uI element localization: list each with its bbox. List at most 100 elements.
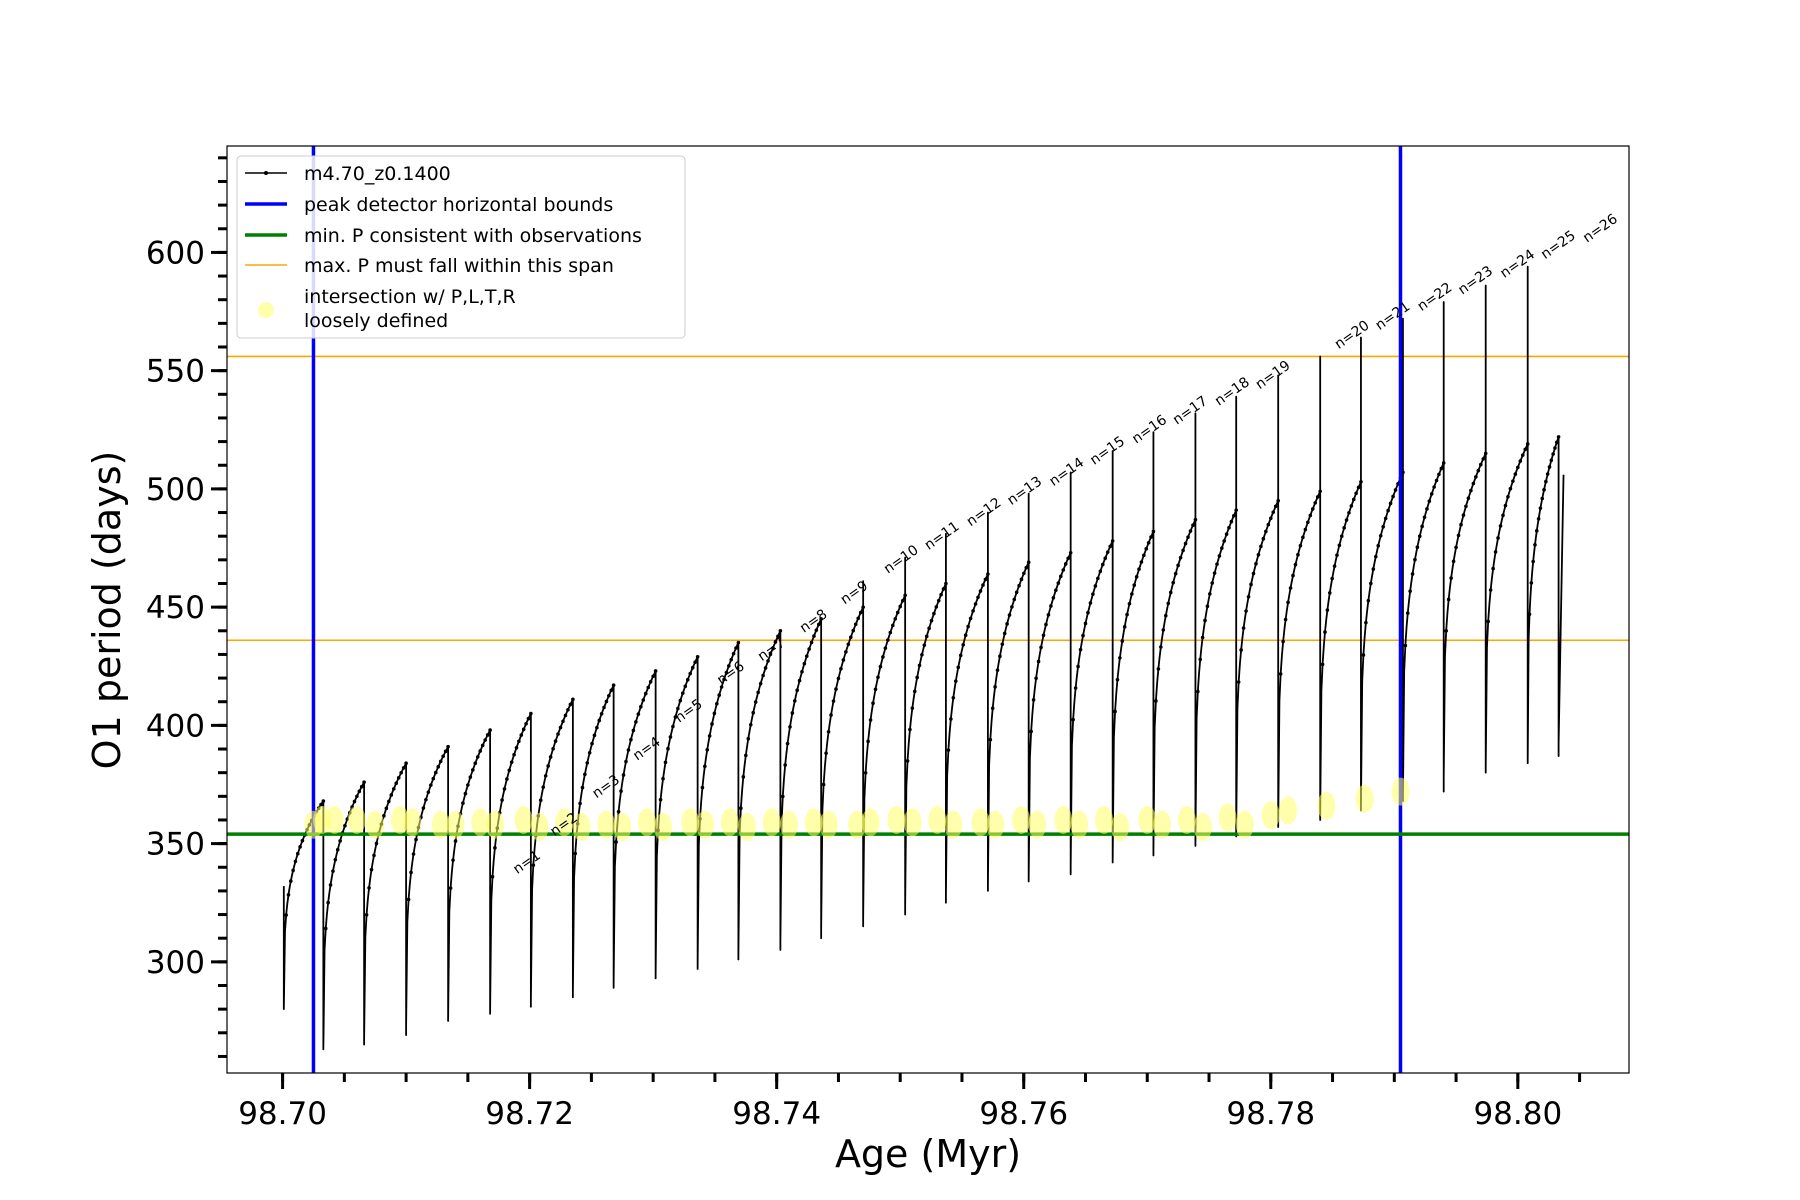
- intersection-point: [1355, 784, 1374, 813]
- plot-frame: [226, 145, 1630, 1074]
- series-point: [753, 700, 758, 704]
- series-point: [291, 868, 295, 873]
- series-point: [611, 683, 616, 687]
- series-point: [651, 674, 655, 679]
- series-point: [703, 764, 707, 769]
- x-axis-title: Age (Myr): [835, 1132, 1021, 1176]
- series-point: [920, 652, 924, 657]
- series-point: [1251, 571, 1256, 576]
- intersection-point: [720, 808, 739, 837]
- series-point: [626, 748, 631, 752]
- legend-label-min-p: min. P consistent with observations: [304, 225, 642, 247]
- series-point: [939, 592, 943, 597]
- series-point: [585, 761, 590, 765]
- series-point: [1022, 571, 1026, 576]
- series-point: [973, 602, 978, 606]
- intersection-point: [514, 805, 533, 834]
- series-point: [951, 695, 956, 700]
- series-point: [1171, 580, 1175, 585]
- series-point: [1415, 545, 1420, 550]
- intersection-point: [1054, 805, 1073, 834]
- series-point: [1301, 535, 1305, 540]
- series-point: [1264, 529, 1268, 534]
- series-point: [1391, 494, 1395, 499]
- series-point: [1122, 625, 1127, 629]
- series-point: [751, 710, 756, 715]
- series-point: [639, 705, 643, 709]
- series-point: [521, 727, 526, 732]
- x-tick-label: 98.70: [238, 1096, 327, 1132]
- series-point: [1410, 572, 1415, 576]
- series-point: [384, 806, 389, 811]
- series-point: [446, 744, 450, 749]
- series-point: [868, 718, 873, 722]
- series-point: [804, 654, 809, 658]
- series-point: [1469, 488, 1473, 493]
- series-point: [1551, 452, 1555, 456]
- series-point: [1103, 556, 1108, 560]
- series-point: [1383, 516, 1388, 521]
- series-point: [382, 814, 386, 818]
- series-point: [756, 690, 760, 695]
- series-point: [710, 722, 714, 726]
- series-point: [685, 677, 690, 682]
- series-point: [958, 653, 963, 658]
- intersection-point: [471, 808, 490, 837]
- intersection-point: [446, 810, 465, 839]
- series-point: [1303, 527, 1308, 532]
- series-point: [998, 654, 1002, 658]
- series-point: [839, 666, 843, 671]
- series-point: [1511, 479, 1515, 483]
- series-point: [783, 763, 787, 767]
- series-point: [761, 673, 765, 678]
- series-point: [776, 634, 780, 639]
- series-point: [949, 717, 953, 721]
- series-point: [1474, 475, 1478, 479]
- series-point: [1420, 524, 1424, 529]
- series-point: [729, 657, 733, 662]
- series-point: [1256, 552, 1261, 557]
- series-point: [1161, 628, 1166, 632]
- series-point: [1549, 458, 1554, 463]
- series-point: [1293, 562, 1298, 567]
- series-point: [1335, 553, 1339, 557]
- intersection-point: [486, 810, 505, 839]
- intersection-point: [654, 813, 673, 842]
- series-point: [1239, 648, 1243, 652]
- intersection-point: [403, 808, 422, 837]
- x-tick-label: 98.72: [485, 1096, 574, 1132]
- intersection-point: [738, 813, 757, 842]
- series-point: [746, 736, 751, 741]
- series-point: [671, 724, 675, 729]
- series-point: [1000, 642, 1005, 646]
- series-point: [736, 640, 741, 645]
- series-point: [1154, 699, 1158, 703]
- series-point: [1491, 566, 1495, 571]
- series-point: [592, 733, 597, 738]
- series-point: [1276, 498, 1280, 503]
- series-point: [780, 794, 785, 799]
- series-point: [1542, 487, 1546, 492]
- series-point: [636, 712, 641, 716]
- series-point: [1344, 518, 1349, 522]
- series-point: [319, 802, 323, 807]
- series-point: [1553, 446, 1557, 450]
- intersection-point: [903, 808, 922, 837]
- series-point: [1093, 584, 1098, 588]
- series-point: [946, 748, 951, 752]
- series-point: [768, 652, 773, 657]
- series-point: [1236, 680, 1241, 684]
- series-point: [1273, 504, 1278, 509]
- series-point: [748, 722, 753, 727]
- series-point: [829, 713, 833, 717]
- series-point: [956, 665, 961, 670]
- legend-label-peak-bounds: peak detector horizontal bounds: [304, 194, 613, 216]
- series-point: [712, 711, 717, 716]
- series-point: [512, 752, 516, 757]
- series-point: [878, 664, 883, 669]
- series-point: [466, 783, 470, 787]
- series-point: [362, 780, 366, 784]
- intersection-point: [1028, 810, 1047, 839]
- series-point: [1486, 619, 1490, 624]
- series-point: [1039, 645, 1043, 650]
